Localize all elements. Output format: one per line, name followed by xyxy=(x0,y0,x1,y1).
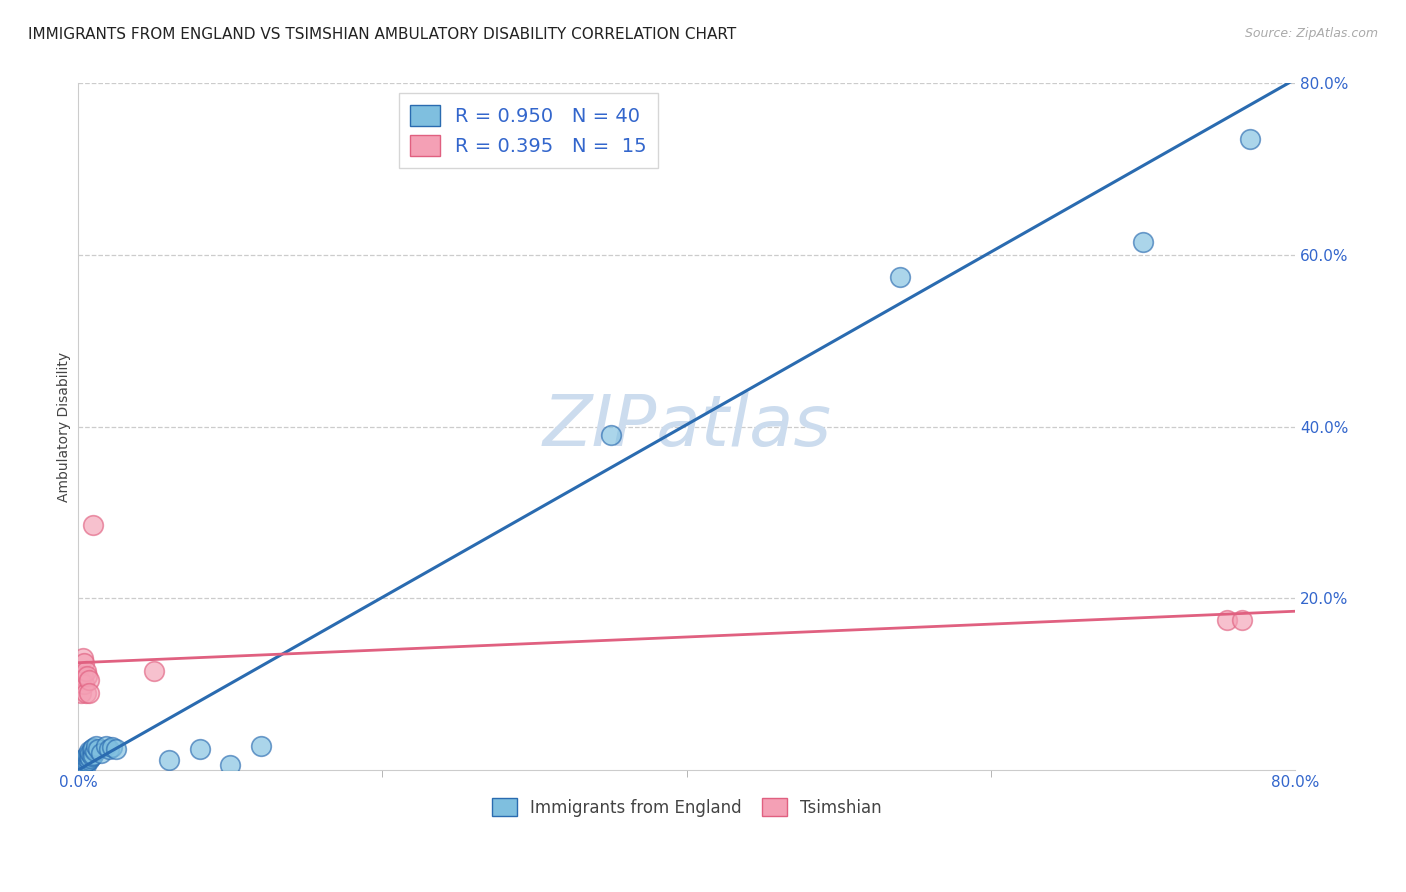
Point xyxy=(599,428,621,442)
Point xyxy=(70,759,93,773)
Point xyxy=(90,746,112,760)
Point xyxy=(70,686,93,700)
Point xyxy=(79,751,101,765)
Point xyxy=(76,668,98,682)
Point xyxy=(79,746,101,760)
Point xyxy=(75,686,97,700)
Text: Source: ZipAtlas.com: Source: ZipAtlas.com xyxy=(1244,27,1378,40)
Point xyxy=(70,757,93,772)
Point xyxy=(83,744,105,758)
Point xyxy=(77,686,100,700)
Point xyxy=(159,753,181,767)
Point xyxy=(80,749,103,764)
Point xyxy=(72,651,94,665)
Point xyxy=(80,742,103,756)
Point xyxy=(1230,613,1253,627)
Point xyxy=(73,656,96,670)
Point xyxy=(76,755,98,769)
Point xyxy=(77,749,100,764)
Point xyxy=(100,739,122,754)
Point xyxy=(72,756,94,771)
Point xyxy=(73,752,96,766)
Point xyxy=(143,665,166,679)
Point xyxy=(77,753,100,767)
Point xyxy=(75,757,97,772)
Text: ZIPatlas: ZIPatlas xyxy=(543,392,831,461)
Point xyxy=(77,744,100,758)
Y-axis label: Ambulatory Disability: Ambulatory Disability xyxy=(58,351,72,502)
Point xyxy=(76,747,98,762)
Point xyxy=(76,751,98,765)
Point xyxy=(75,756,97,770)
Point xyxy=(1239,132,1261,146)
Point xyxy=(219,757,242,772)
Point xyxy=(82,518,104,533)
Point xyxy=(94,739,117,753)
Point xyxy=(72,753,94,767)
Point xyxy=(249,739,271,753)
Point xyxy=(72,758,94,772)
Point xyxy=(1216,613,1239,627)
Point xyxy=(69,673,91,687)
Point xyxy=(73,755,96,769)
Point xyxy=(73,756,96,771)
Legend: Immigrants from England, Tsimshian: Immigrants from England, Tsimshian xyxy=(485,791,889,823)
Point xyxy=(86,739,108,753)
Text: IMMIGRANTS FROM ENGLAND VS TSIMSHIAN AMBULATORY DISABILITY CORRELATION CHART: IMMIGRANTS FROM ENGLAND VS TSIMSHIAN AMB… xyxy=(28,27,737,42)
Point xyxy=(97,742,120,756)
Point xyxy=(1132,235,1154,250)
Point xyxy=(889,269,911,284)
Point xyxy=(82,747,104,762)
Point xyxy=(82,740,104,755)
Point xyxy=(105,741,128,756)
Point xyxy=(75,665,97,679)
Point xyxy=(77,673,100,687)
Point xyxy=(73,677,96,691)
Point xyxy=(72,668,94,682)
Point xyxy=(69,760,91,774)
Point xyxy=(87,742,110,756)
Point xyxy=(188,741,211,756)
Point xyxy=(75,750,97,764)
